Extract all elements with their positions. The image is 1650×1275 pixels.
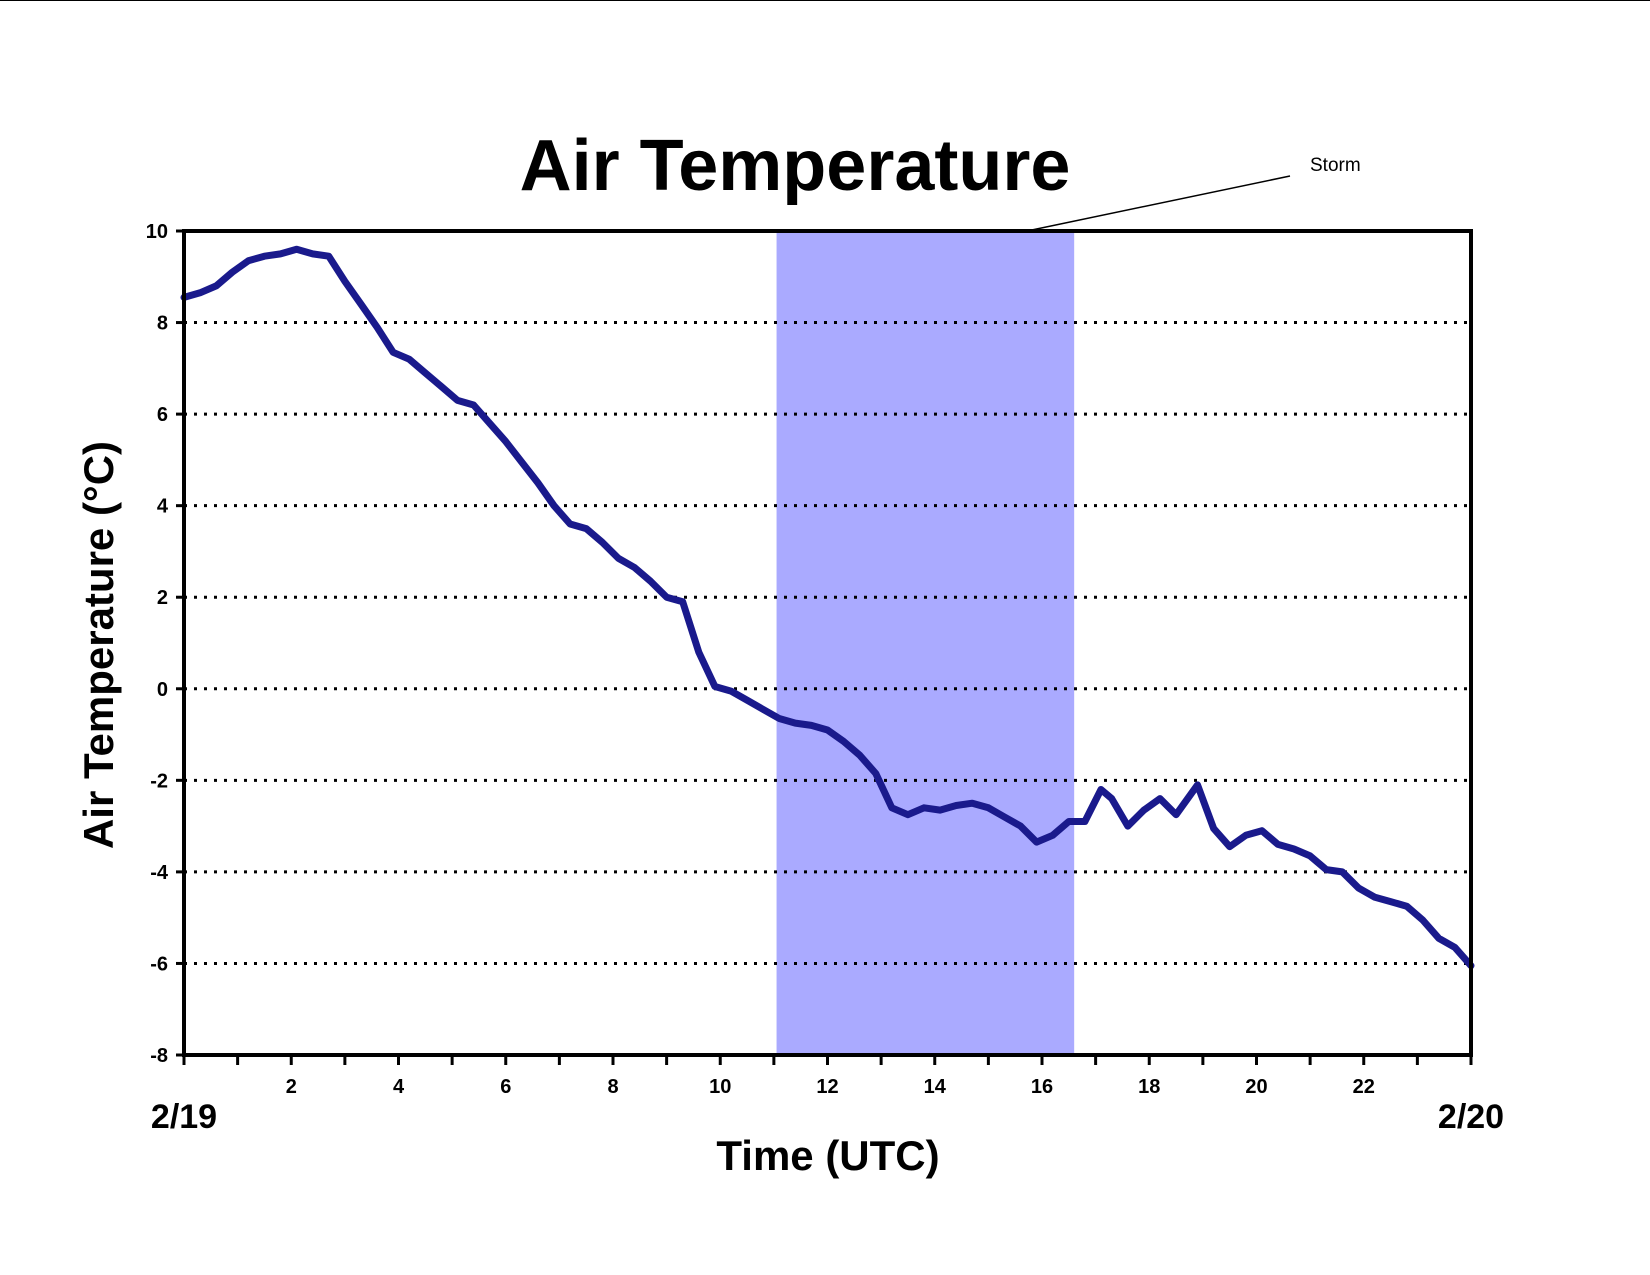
y-tick-label: 10: [146, 221, 168, 243]
x-tick-label: 22: [1353, 1076, 1375, 1098]
storm-label: Storm: [1310, 155, 1361, 176]
y-tick-label: -4: [150, 862, 169, 884]
y-tick-label: 2: [157, 587, 168, 609]
y-tick-label: -8: [150, 1045, 168, 1067]
x-tick-label: 18: [1138, 1076, 1160, 1098]
x-tick-label: 20: [1245, 1076, 1267, 1098]
temperature-series-line: [180, 245, 1475, 970]
start-date-label: 2/19: [151, 1098, 217, 1136]
y-tick-label: -2: [150, 770, 168, 792]
storm-shaded-region: [776, 231, 1075, 1055]
x-tick-label: 4: [393, 1076, 405, 1098]
x-tick-label: 10: [709, 1076, 731, 1098]
storm-leader-line: [1026, 175, 1291, 232]
end-date-label: 2/20: [1438, 1098, 1504, 1136]
y-tick-label: 6: [157, 404, 168, 426]
x-tick-label: 12: [816, 1076, 838, 1098]
y-tick-label: 0: [157, 679, 168, 701]
x-axis-title: Time (UTC): [716, 1132, 939, 1179]
y-tick-label: 4: [157, 496, 169, 518]
y-tick-label: 8: [157, 313, 168, 335]
top-border-line: [0, 0, 1650, 1]
x-tick-label: 8: [607, 1076, 618, 1098]
x-tick-label: 14: [924, 1076, 947, 1098]
x-tick-label: 16: [1031, 1076, 1053, 1098]
x-tick-label: 6: [500, 1076, 511, 1098]
chart-title: Air Temperature: [520, 126, 1071, 206]
x-tick-label: 2: [286, 1076, 297, 1098]
y-tick-label: -6: [150, 953, 168, 975]
y-axis-title: Air Temperature (°C): [75, 441, 122, 849]
